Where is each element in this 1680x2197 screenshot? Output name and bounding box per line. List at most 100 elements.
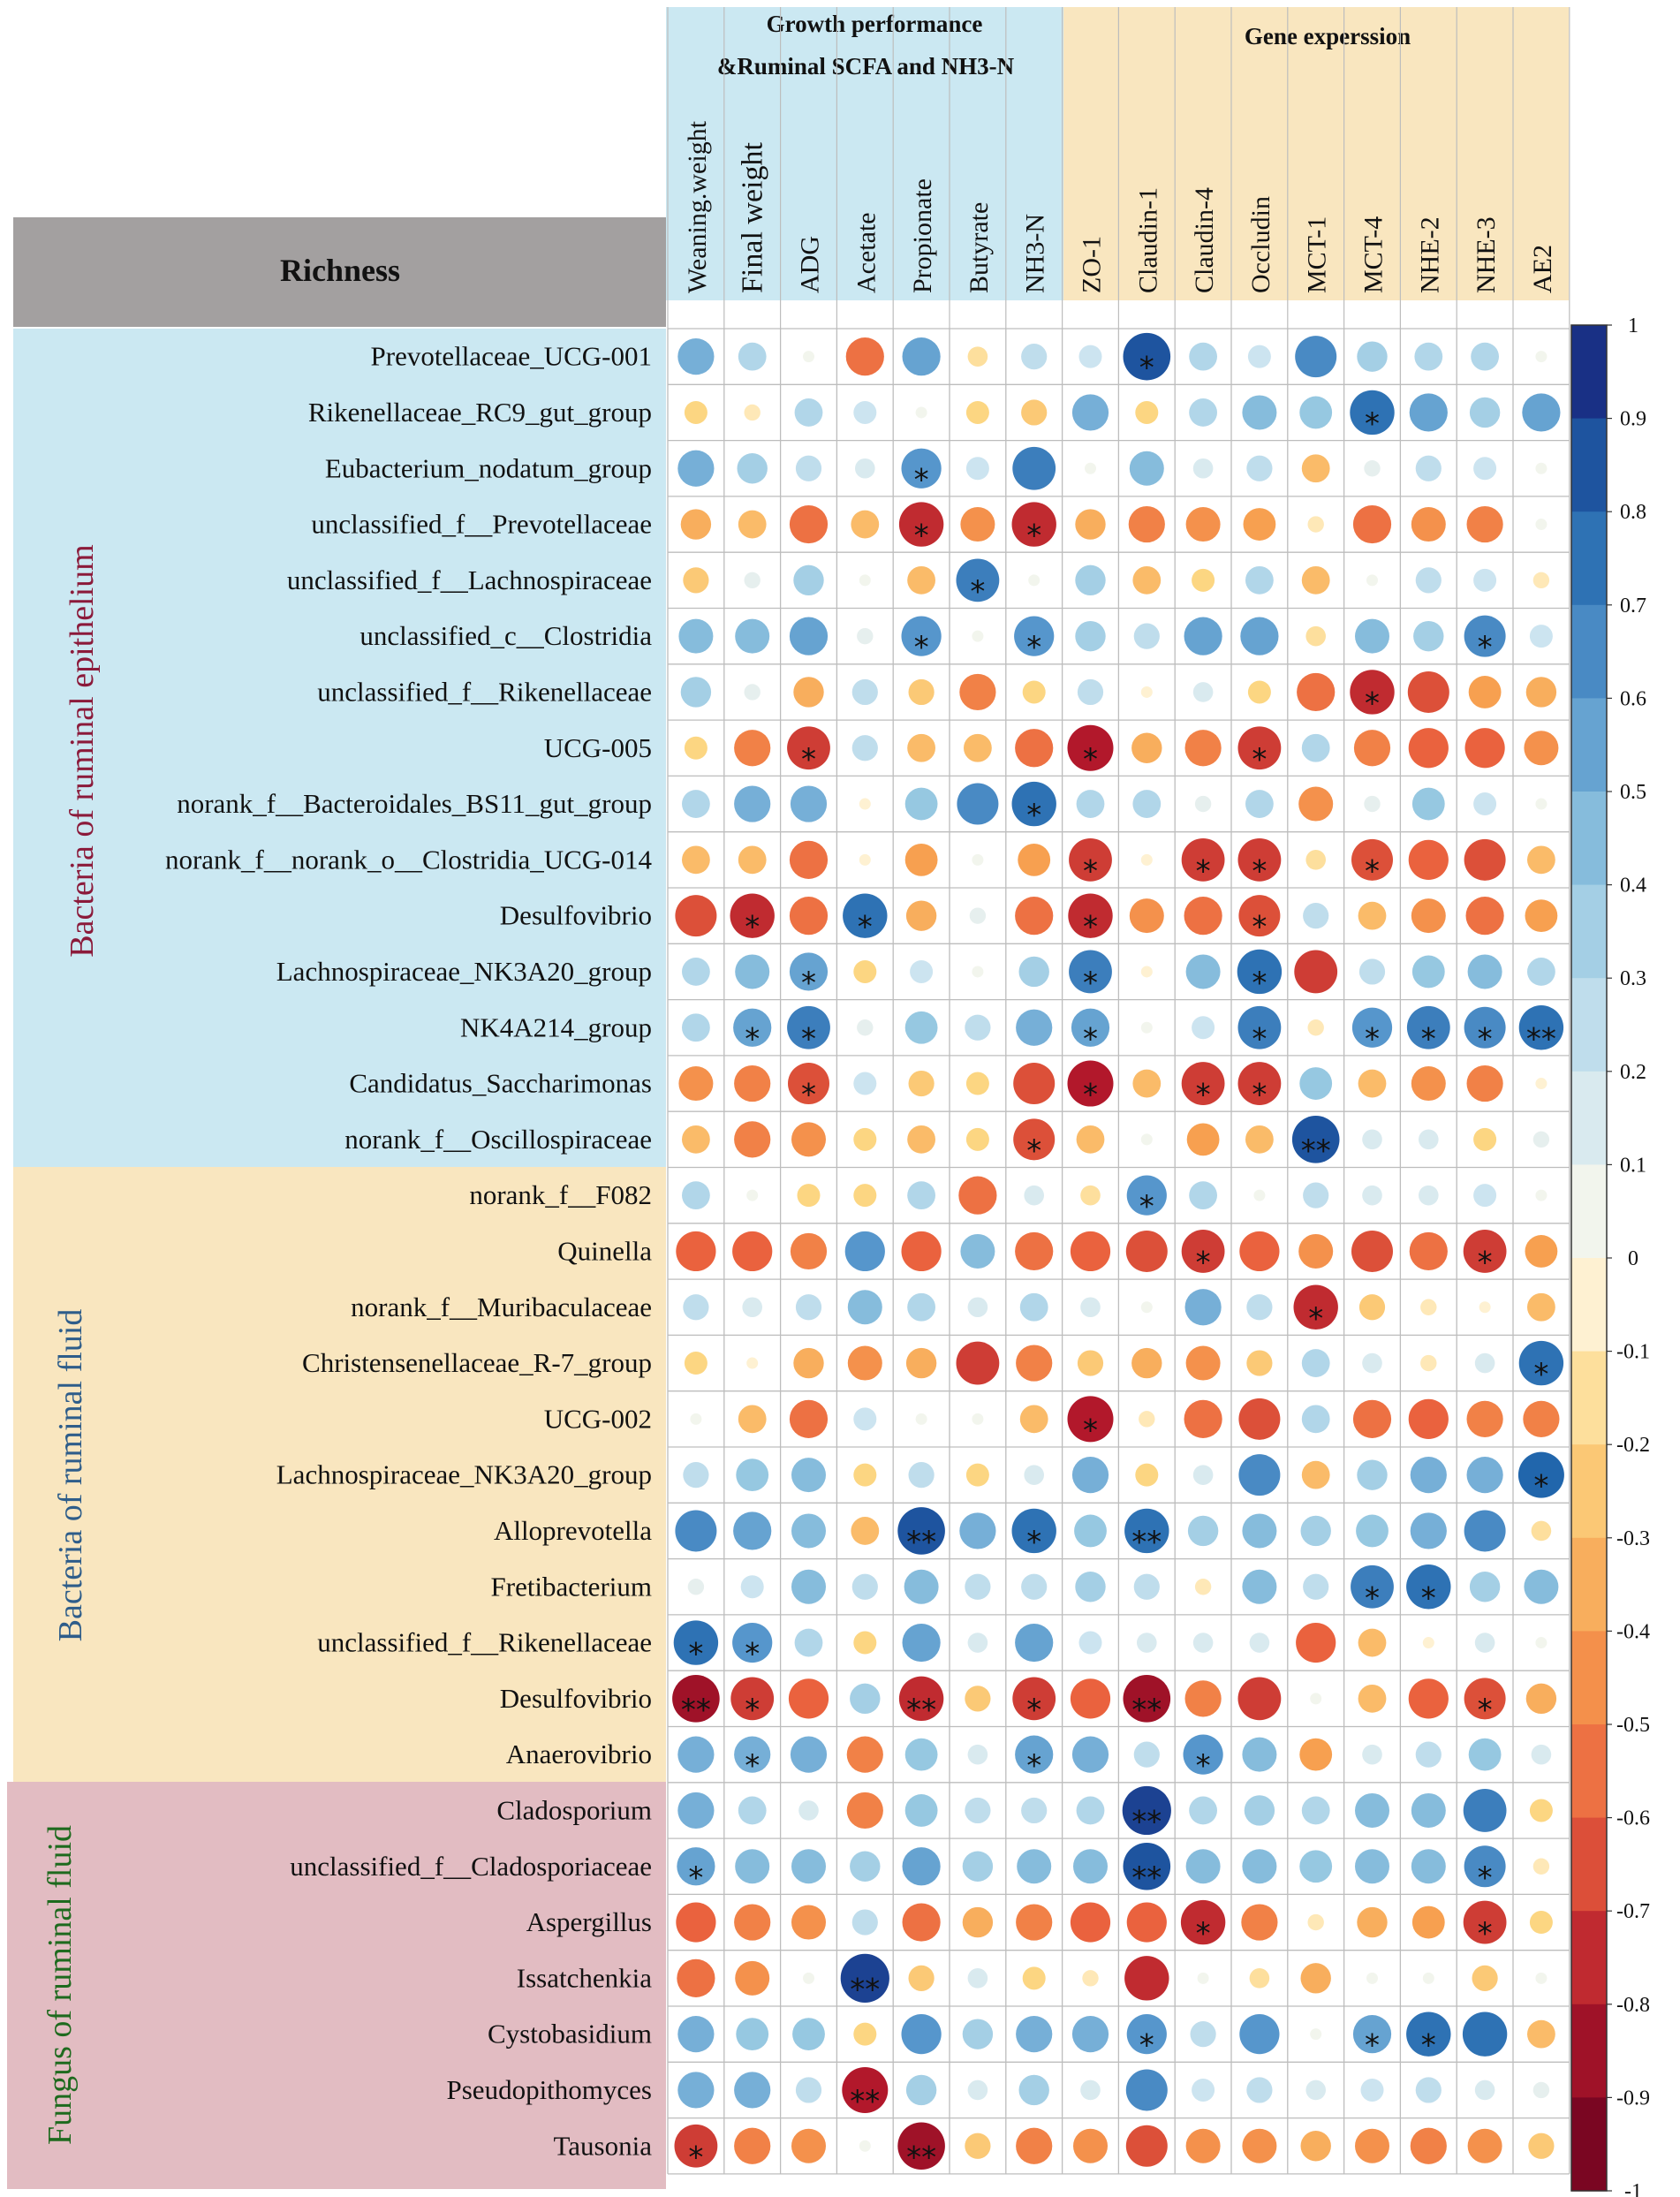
- cell-desulfovibrio-mct-1: [1303, 903, 1329, 929]
- cell-lachnospiraceae-nk3a20-group-ae2: [1517, 1451, 1564, 1498]
- cell-issatchenkia-mct-1: [1300, 1963, 1331, 1994]
- cell-unclassified-f-rikenellaceae-acetate: [853, 1631, 877, 1655]
- cell-alloprevotella-weaning-weight: [675, 1510, 717, 1552]
- cell-tausonia-mct-4: [1355, 2128, 1389, 2163]
- cell-norank-f-norank-o-clostridia-ucg-014-final-weight: [738, 845, 767, 875]
- cell-fretibacterium-claudin-1: [1133, 1573, 1160, 1600]
- cell-norank-f-norank-o-clostridia-ucg-014-butyrate: [972, 853, 984, 866]
- cell-cladosporium-occludin: [1244, 1795, 1275, 1826]
- cell-ucg-002-mct-4: [1352, 1399, 1392, 1438]
- cell-norank-f-muribaculaceae-nh3-n: [1019, 1292, 1048, 1322]
- legend-tick-label: -0.8: [1616, 1994, 1650, 2017]
- cell-nk4a214-group-final-weight: [733, 1008, 772, 1047]
- cell-norank-f-muribaculaceae-ae2: [1527, 1292, 1555, 1322]
- significance-mark: *: [801, 742, 816, 777]
- cell-aspergillus-butyrate: [962, 1906, 994, 1938]
- cell-unclassified-f-cladosporiaceae-weaning-weight: [677, 1847, 715, 1886]
- cell-aspergillus-acetate: [851, 1909, 878, 1936]
- legend-swatch: [1571, 1164, 1607, 1259]
- cell-unclassified-f-rikenellaceae-occludin: [1249, 1633, 1270, 1653]
- cell-fretibacterium-adg: [791, 1569, 826, 1604]
- cell-nk4a214-group-propionate: [904, 1011, 938, 1044]
- significance-mark: **: [1301, 1133, 1331, 1169]
- heatmap-cells: **** *** * *** * *** * * ** * * ** * ** * * * * * * *** * * ** *…: [672, 332, 1564, 2175]
- cell-norank-f-muribaculaceae-butyrate: [967, 1297, 988, 1318]
- column-label: NH3-N: [1021, 214, 1050, 293]
- cell-cladosporium-mct-1: [1301, 1796, 1330, 1825]
- cell-anaerovibrio-weaning-weight: [677, 1736, 715, 1773]
- cell-fretibacterium-butyrate: [965, 1573, 991, 1600]
- cell-pseudopithomyces-mct-4: [1360, 2078, 1384, 2102]
- cell-aspergillus-mct-4: [1357, 1906, 1388, 1938]
- significance-mark: *: [914, 519, 929, 554]
- cell-anaerovibrio-butyrate: [967, 1744, 988, 1765]
- significance-mark: *: [688, 1860, 703, 1896]
- cell-lachnospiraceae-nk3a20-group-ae2: [1527, 958, 1555, 986]
- cell-unclassified-f-cladosporiaceae-ae2: [1532, 1858, 1550, 1875]
- cell-christensenellaceae-r-7-group-mct-4: [1362, 1352, 1382, 1374]
- cell-alloprevotella-acetate: [851, 1517, 880, 1545]
- cell-unclassified-f-lachnospiraceae-ae2: [1532, 572, 1550, 589]
- legend-swatch: [1571, 418, 1607, 512]
- cell-unclassified-f-rikenellaceae-occludin: [1247, 680, 1271, 704]
- growth-header-line2: &Ruminal SCFA and NH3-N: [717, 53, 1015, 80]
- cell-pseudopithomyces-ae2: [1532, 2081, 1550, 2099]
- cell-unclassified-f-rikenellaceae-weaning-weight: [680, 677, 712, 708]
- cell-aspergillus-claudin-4: [1180, 1899, 1226, 1945]
- cell-unclassified-c-clostridia-mct-1: [1305, 625, 1326, 647]
- legend-swatch: [1571, 698, 1607, 792]
- cell-alloprevotella-propionate: [897, 1507, 945, 1555]
- cell-unclassified-c-clostridia-propionate: [901, 616, 942, 656]
- cell-lachnospiraceae-nk3a20-group-propionate: [910, 959, 934, 983]
- cell-nk4a214-group-mct-4: [1351, 1007, 1393, 1048]
- row-label: Aspergillus: [526, 1906, 652, 1937]
- cell-ucg-002-propionate: [915, 1413, 927, 1425]
- cell-eubacterium-nodatum-group-ae2: [1535, 462, 1548, 474]
- cell-anaerovibrio-adg: [790, 1736, 828, 1773]
- cell-ucg-005-final-weight: [734, 730, 771, 767]
- significance-mark: *: [1252, 910, 1267, 945]
- cell-unclassified-f-cladosporiaceae-claudin-1: [1123, 1842, 1171, 1890]
- cell-pseudopithomyces-occludin: [1246, 2077, 1273, 2103]
- column-label: Claudin-4: [1190, 187, 1219, 293]
- cell-anaerovibrio-final-weight: [734, 1736, 771, 1773]
- cell-norank-f-muribaculaceae-final-weight: [742, 1297, 762, 1318]
- cell-cladosporium-acetate: [846, 1792, 883, 1830]
- cell-anaerovibrio-mct-4: [1362, 1744, 1382, 1765]
- cell-quinella-nh3-n: [1015, 1231, 1054, 1271]
- cell-unclassified-f-prevotellaceae-acetate: [851, 510, 880, 539]
- cell-unclassified-f-lachnospiraceae-butyrate: [956, 558, 1000, 602]
- cell-ucg-005-acetate: [851, 735, 878, 761]
- cell-alloprevotella-adg: [791, 1513, 826, 1549]
- row-label: norank_f__Muribaculaceae: [351, 1292, 652, 1322]
- cell-alloprevotella-mct-1: [1300, 1515, 1331, 1547]
- cell-norank-f-oscillospiraceae-nhe-3: [1473, 1127, 1497, 1151]
- cell-unclassified-f-rikenellaceae-zo-1: [1078, 1631, 1102, 1655]
- cell-unclassified-f-prevotellaceae-claudin-4: [1185, 507, 1221, 542]
- row-label: Issatchenkia: [517, 1962, 652, 1993]
- cell-norank-f-f082-propionate: [907, 1181, 935, 1210]
- cell-desulfovibrio-butyrate: [969, 907, 987, 924]
- cell-candidatus-saccharimonas-nhe-3: [1466, 1064, 1503, 1102]
- significance-mark: *: [1533, 1469, 1548, 1504]
- legend-swatch: [1571, 1258, 1607, 1352]
- cell-aspergillus-occludin: [1241, 1904, 1278, 1941]
- cell-rikenellaceae-rc9-gut-group-mct-4: [1350, 390, 1395, 436]
- cell-lachnospiraceae-nk3a20-group-nhe-3: [1467, 954, 1502, 989]
- cell-unclassified-f-prevotellaceae-nhe-2: [1411, 507, 1446, 542]
- significance-mark: **: [1131, 1525, 1162, 1560]
- cell-anaerovibrio-ae2: [1531, 1744, 1552, 1765]
- cell-rikenellaceae-rc9-gut-group-butyrate: [965, 400, 989, 424]
- cell-fretibacterium-nh3-n: [1021, 1573, 1048, 1600]
- cell-unclassified-f-prevotellaceae-claudin-1: [1128, 505, 1165, 543]
- cell-fretibacterium-zo-1: [1075, 1572, 1106, 1602]
- cell-pseudopithomyces-claudin-4: [1192, 2078, 1215, 2102]
- cell-ucg-005-nh3-n: [1015, 729, 1054, 768]
- cell-tausonia-zo-1: [1073, 2128, 1108, 2163]
- significance-mark: *: [1026, 519, 1041, 554]
- legend-tick-label: 1: [1628, 314, 1638, 337]
- cell-unclassified-f-prevotellaceae-adg: [789, 504, 829, 544]
- cell-norank-f-f082-adg: [797, 1184, 821, 1208]
- cell-lachnospiraceae-nk3a20-group-claudin-1: [1135, 1463, 1159, 1487]
- significance-mark: *: [1083, 1021, 1098, 1057]
